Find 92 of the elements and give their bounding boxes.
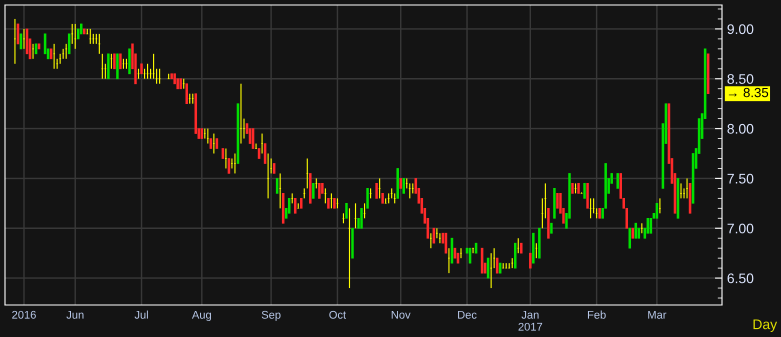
candlestick <box>318 183 321 199</box>
candlestick <box>333 198 336 209</box>
candlestick <box>375 183 378 199</box>
y-tick-label: 6.50 <box>728 273 754 284</box>
candlestick <box>450 238 454 264</box>
candlestick <box>107 53 110 80</box>
candlestick <box>252 128 254 150</box>
candlestick <box>529 252 532 268</box>
candlestick <box>345 202 348 219</box>
candlestick <box>577 183 580 194</box>
candlestick <box>547 208 550 239</box>
candlestick <box>598 208 601 219</box>
candlestick <box>688 183 692 214</box>
x-axis-title: Day <box>754 320 778 332</box>
candlestick <box>20 34 22 50</box>
candlestick <box>140 63 143 74</box>
candlestick <box>496 258 498 274</box>
candlestick <box>553 188 556 219</box>
candlestick <box>50 48 52 60</box>
candlestick <box>366 188 369 209</box>
candlestick <box>276 178 278 194</box>
y-tick-label: 9.00 <box>728 24 754 34</box>
candlestick <box>616 172 619 189</box>
candlestick <box>258 148 260 159</box>
candlestick <box>200 128 204 140</box>
candlestick <box>228 158 230 174</box>
candlestick <box>571 183 574 194</box>
candlestick <box>222 148 224 159</box>
y-tick-label: 7.00 <box>728 224 754 234</box>
candlestick <box>236 103 240 164</box>
candlestick <box>300 198 303 209</box>
candlestick <box>399 178 402 189</box>
candlestick <box>119 53 122 70</box>
x-tick-label: Sep <box>262 310 281 321</box>
candlestick <box>520 242 523 254</box>
candlestick <box>113 53 116 70</box>
candlestick <box>498 262 502 274</box>
candlestick <box>179 78 182 90</box>
y-tick-label: 7.50 <box>728 174 754 184</box>
x-tick-label: Oct <box>329 310 346 319</box>
candlestick <box>312 183 315 199</box>
x-tick-label: 2016 <box>12 310 36 319</box>
candlestick <box>432 228 436 244</box>
candlestick <box>264 143 266 164</box>
candlestick <box>468 248 472 264</box>
x-tick-label: Jun <box>66 310 84 319</box>
candlestick <box>185 83 188 104</box>
candlestick <box>656 202 658 219</box>
candlestick <box>272 162 276 174</box>
candlestick <box>83 28 86 34</box>
candlestick <box>381 193 384 204</box>
candlestick <box>294 198 296 214</box>
candlestick <box>634 222 638 239</box>
candlestick <box>538 228 541 259</box>
x-tick-label: Jan 2017 <box>518 310 542 331</box>
candlestick <box>327 198 330 209</box>
y-tick-label: 8.50 <box>727 74 754 84</box>
candlestick <box>486 258 490 279</box>
candlestick <box>34 44 38 54</box>
candlestick <box>444 232 448 254</box>
candlestick <box>550 222 553 234</box>
candlestick <box>480 248 484 274</box>
text: → 8.35 <box>728 88 768 98</box>
x-tick-label: Jul <box>134 310 148 319</box>
candlestick <box>396 168 399 199</box>
candlestick <box>128 48 131 74</box>
candlestick <box>583 183 586 199</box>
candlestick <box>676 178 680 219</box>
candlestick <box>402 178 405 194</box>
candlestick <box>532 232 535 264</box>
candlestick <box>706 53 710 94</box>
candlestick <box>628 228 632 249</box>
x-tick-label: Aug <box>192 310 211 321</box>
candlestick <box>351 228 354 259</box>
candlestick <box>282 193 284 224</box>
x-tick-label: Dec <box>458 310 477 319</box>
candlestick <box>474 242 478 254</box>
candlestick <box>68 34 70 54</box>
x-tick-label: Feb <box>588 310 606 319</box>
candlestick <box>38 44 40 50</box>
candlestick <box>116 53 119 80</box>
y-tick-label: 8.00 <box>727 124 754 134</box>
candlestick <box>210 138 212 150</box>
candlestick <box>360 208 363 229</box>
candlestick <box>586 183 589 209</box>
candlestick <box>16 23 20 44</box>
x-tick-label: Mar <box>648 310 666 319</box>
candlestick <box>216 138 218 150</box>
candlestick <box>514 242 517 268</box>
candlestick <box>309 172 312 204</box>
candlestick <box>632 228 634 239</box>
x-tick-label: Nov <box>392 310 411 319</box>
